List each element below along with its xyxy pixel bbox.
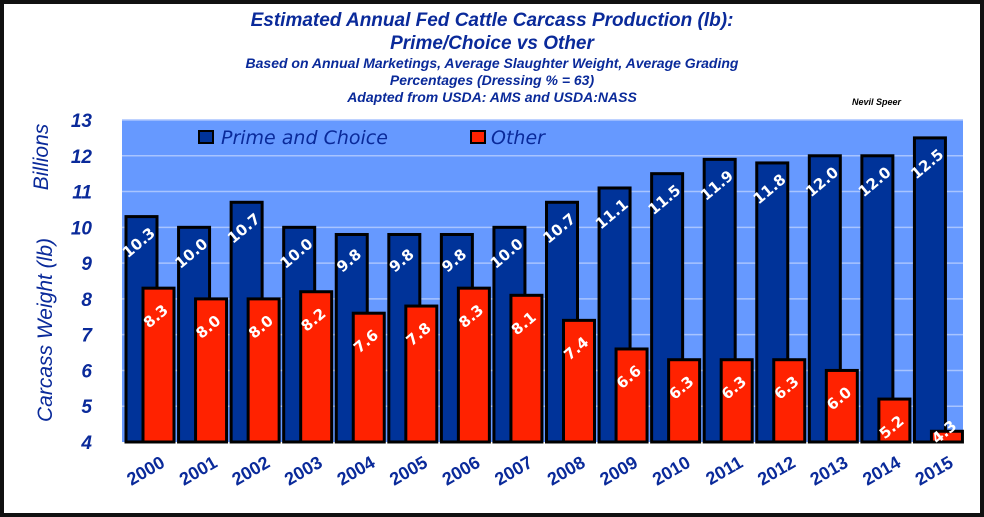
chart-subtitle-1: Based on Annual Marketings, Average Slau…	[245, 55, 739, 71]
x-tick-label: 2007	[491, 452, 536, 489]
bar-other	[351, 311, 386, 444]
x-tick-label: 2009	[596, 452, 641, 489]
legend-swatch-prime-choice	[198, 130, 214, 144]
y-axis-title: Carcass Weight (lb)	[34, 238, 57, 422]
y-tick-label: 9	[81, 254, 92, 275]
x-tick-label: 2002	[228, 452, 273, 489]
x-tick-label: 2003	[281, 452, 326, 489]
bar-other	[299, 290, 334, 444]
bar-other	[404, 304, 439, 444]
x-tick-label: 2014	[859, 452, 904, 489]
bar-other	[194, 297, 229, 444]
x-tick-label: 2001	[176, 452, 221, 489]
legend-label-prime-choice: Prime and Choice	[221, 127, 388, 149]
bar-other	[824, 368, 859, 444]
y-tick-label: 12	[71, 147, 93, 168]
chart-subtitle-2: Percentages (Dressing % = 63)	[389, 72, 595, 88]
bar-other	[929, 429, 964, 444]
y-tick-label: 4	[80, 433, 92, 454]
x-tick-label: 2008	[544, 452, 589, 489]
y-tick-label: 8	[81, 290, 92, 311]
x-tick-label: 2004	[334, 452, 379, 489]
author-credit: Nevil Speer	[852, 97, 902, 107]
bar-other	[877, 397, 912, 444]
bar-prime-choice	[860, 154, 895, 444]
bar-other	[509, 293, 544, 444]
x-tick-label: 2015	[912, 452, 957, 489]
legend-label-other: Other	[491, 127, 546, 149]
bar-other	[141, 286, 176, 444]
y-tick-label: 11	[72, 183, 92, 204]
bar-other	[772, 358, 807, 444]
bar-other	[456, 286, 491, 444]
x-tick-label: 2012	[754, 452, 799, 489]
chart-subtitle-3: Adapted from USDA: AMS and USDA:NASS	[347, 89, 637, 105]
y-tick-label: 13	[71, 111, 93, 132]
bar-other	[562, 318, 596, 444]
legend-swatch-other	[470, 130, 486, 144]
x-tick-label: 2005	[386, 452, 431, 489]
bar-other	[246, 297, 281, 444]
bar-other	[719, 358, 754, 444]
y-tick-label: 6	[81, 361, 92, 382]
y-axis-unit: Billions	[30, 123, 53, 190]
x-tick-label: 2010	[649, 452, 694, 489]
chart-title-line2: Prime/Choice vs Other	[390, 33, 594, 54]
x-tick-label: 2013	[807, 452, 852, 489]
bar-other	[667, 358, 702, 444]
bar-other	[614, 347, 649, 444]
x-tick-label: 2000	[123, 452, 168, 489]
y-tick-label: 7	[81, 326, 93, 347]
y-tick-label: 10	[71, 218, 93, 239]
chart-title: Estimated Annual Fed Cattle Carcass Prod…	[250, 10, 734, 31]
y-tick-label: 5	[81, 397, 92, 418]
bar-prime-choice	[912, 136, 947, 444]
x-tick-label: 2006	[439, 452, 484, 489]
x-tick-label: 2011	[702, 452, 746, 489]
